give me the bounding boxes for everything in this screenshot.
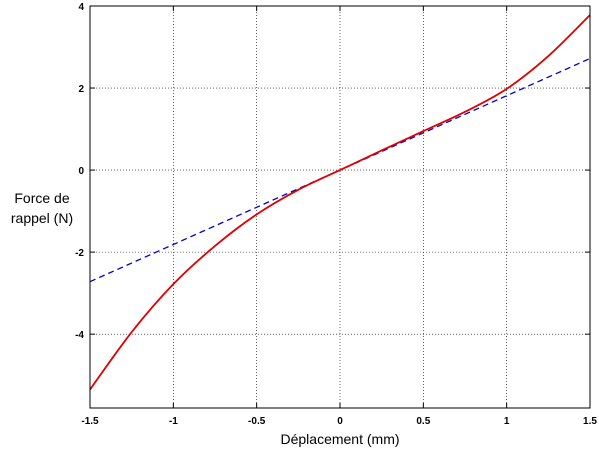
- x-tick-label: -0.5: [248, 416, 266, 427]
- y-tick-label: -4: [75, 330, 84, 341]
- series-line-force: [89, 14, 591, 391]
- y-axis-label-line-2: rappel (N): [10, 210, 74, 226]
- x-tick-label: 0: [337, 416, 343, 427]
- y-axis-label: Force de rappel (N): [0, 188, 84, 228]
- x-tick-label: -1: [169, 416, 178, 427]
- y-tick-label: -2: [75, 248, 84, 259]
- x-tick-label: 1.5: [583, 416, 597, 427]
- x-tick-label: 0.5: [416, 416, 430, 427]
- x-tick-label: -1.5: [81, 416, 99, 427]
- x-tick-label: 1: [504, 416, 510, 427]
- y-tick-label: 4: [78, 2, 84, 13]
- ticks: -1.5 -1 -0.5 0 0.5 1 1.5 -4 -2 0 2 4: [75, 2, 597, 427]
- y-axis-label-line-1: Force de: [14, 190, 70, 206]
- y-tick-label: 0: [78, 166, 84, 177]
- x-axis-label: Déplacement (mm): [280, 431, 399, 447]
- series-group: [89, 14, 591, 391]
- y-tick-label: 2: [78, 84, 84, 95]
